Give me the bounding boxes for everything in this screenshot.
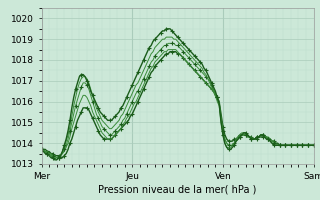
X-axis label: Pression niveau de la mer( hPa ): Pression niveau de la mer( hPa ) <box>99 185 257 195</box>
